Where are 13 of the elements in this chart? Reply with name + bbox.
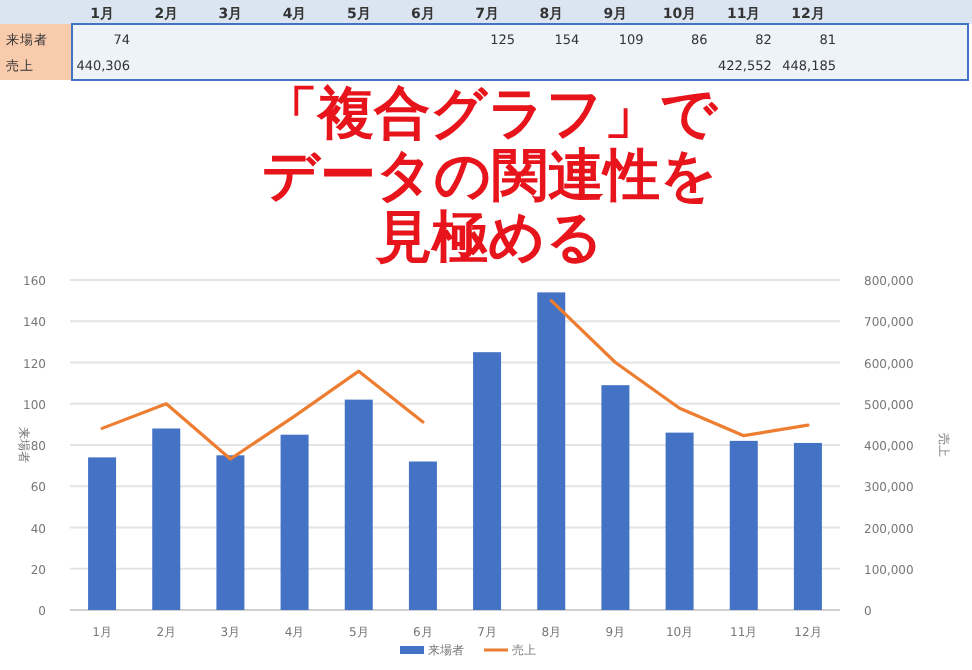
bar (537, 292, 566, 610)
bar (473, 352, 502, 610)
bar (665, 432, 694, 610)
bar (216, 455, 245, 610)
bar (344, 399, 373, 610)
bar (88, 457, 117, 610)
bar (280, 434, 309, 610)
bar (601, 385, 630, 610)
bar (793, 442, 822, 610)
chart-title: 「複合グラフ」でデータの関連性を見極める (262, 80, 720, 270)
bar (729, 440, 758, 610)
bar (408, 461, 437, 610)
bar (152, 428, 181, 610)
